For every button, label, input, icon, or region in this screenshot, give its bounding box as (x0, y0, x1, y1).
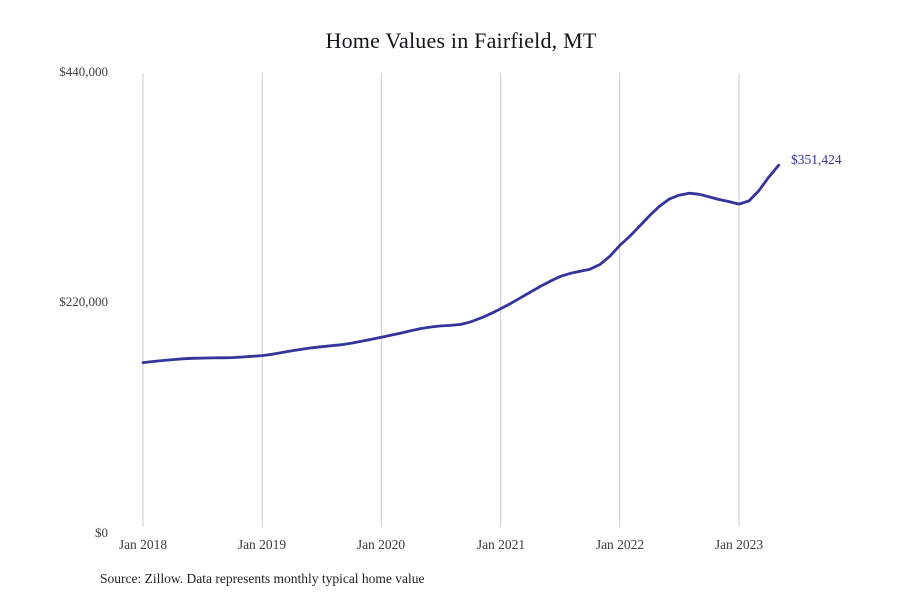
y-axis-label-0: $0 (95, 525, 108, 540)
y-axis-label-220000: $220,000 (59, 294, 108, 309)
home-value-series-line (141, 163, 781, 365)
x-axis-label-jan-2023: Jan 2023 (714, 537, 764, 552)
x-axis-label-jan-2019: Jan 2019 (237, 537, 287, 552)
x-axis-label-jan-2018: Jan 2018 (118, 537, 168, 552)
x-axis-label-jan-2022: Jan 2022 (595, 537, 645, 552)
x-axis-label-jan-2021: Jan 2021 (476, 537, 526, 552)
year-gridlines (142, 73, 740, 527)
chart-title: Home Values in Fairfield, MT (325, 28, 597, 53)
latest-value-label: $351,424 (791, 152, 842, 167)
x-axis-label-jan-2020: Jan 2020 (356, 537, 406, 552)
source-note: Source: Zillow. Data represents monthly … (100, 571, 425, 586)
y-axis-label-440000: $440,000 (59, 64, 108, 79)
